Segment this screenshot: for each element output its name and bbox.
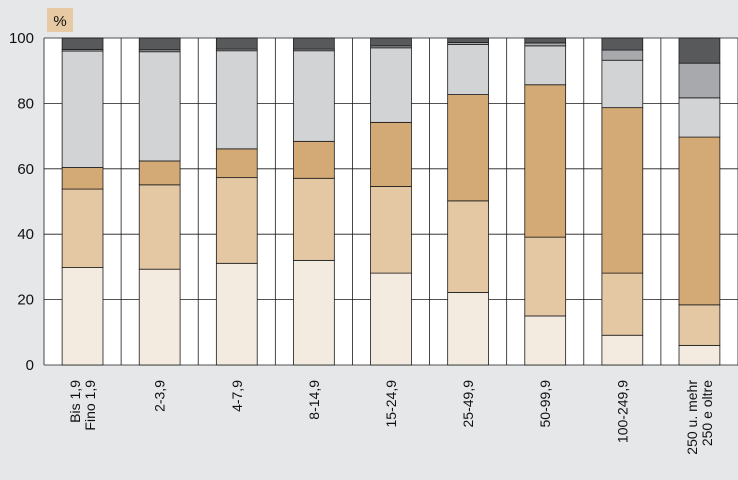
bars (61, 37, 721, 366)
bar-segment (61, 188, 104, 268)
bar-segment (447, 200, 489, 293)
bar-segment (601, 272, 644, 336)
bar-segment (524, 45, 567, 86)
unit-label: % (53, 13, 66, 30)
y-tick-label: 60 (17, 161, 34, 178)
y-tick-label: 100 (9, 30, 34, 47)
bar-stack (293, 37, 335, 366)
x-axis: Bis 1,9Fino 1,9 2-3,9 4-7,9 8-14,9 15-24,9 25… (67, 380, 715, 455)
bar-segment (678, 37, 721, 64)
bar-stack (61, 37, 104, 366)
bar-segment (215, 262, 258, 366)
bar-segment (524, 315, 567, 366)
x-tick-label: 25-49,9 (460, 380, 476, 428)
x-tick-label: 100-249,9 (614, 380, 630, 443)
unit-badge-background (47, 8, 73, 32)
bar-segment (678, 304, 721, 346)
y-tick-label: 40 (17, 226, 34, 243)
y-tick-label: 80 (17, 95, 34, 112)
bar-segment (370, 47, 412, 123)
bar-segment (138, 268, 181, 366)
bar-segment (601, 37, 644, 51)
x-tick-label-line: 8-14,9 (306, 380, 322, 420)
x-tick-label-line: 250 u. mehr (684, 380, 700, 455)
y-axis: 0 20 40 60 80 100 (9, 30, 34, 374)
bar-segment (678, 97, 721, 138)
bar-segment (524, 84, 567, 238)
x-tick-label-line: Fino 1,9 (82, 380, 98, 431)
bar-segment (138, 37, 181, 51)
bar-segment (524, 42, 567, 47)
bar-stack (370, 37, 412, 366)
x-tick-label-line: 100-249,9 (614, 380, 630, 443)
bar-segment (215, 177, 258, 264)
unit-badge: % (47, 8, 73, 32)
bar-segment (447, 292, 489, 366)
bar-segment (601, 59, 644, 109)
bar-segment (61, 50, 104, 168)
x-tick-label: 50-99,9 (537, 380, 553, 428)
x-tick-label: 15-24,9 (383, 380, 399, 428)
bar-segment (138, 160, 181, 186)
bar-segment (447, 37, 489, 43)
x-tick-label-line: 250 e oltre (699, 380, 715, 446)
x-tick-label-line: 25-49,9 (460, 380, 476, 428)
bar-segment (215, 37, 258, 50)
bar-segment (215, 50, 258, 150)
bar-segment (678, 136, 721, 306)
x-tick-label-line: 4-7,9 (229, 380, 245, 412)
bar-segment (601, 107, 644, 274)
x-tick-label: 250 u. mehr250 e oltre (684, 380, 715, 455)
y-tick-label: 0 (26, 357, 34, 374)
bar-segment (370, 186, 412, 274)
x-tick-label: 8-14,9 (306, 380, 322, 420)
bar-segment (293, 140, 335, 179)
bar-stack (447, 37, 489, 366)
x-tick-label-line: 15-24,9 (383, 380, 399, 428)
bar-stack (678, 37, 721, 366)
bar-segment (370, 272, 412, 366)
bar-segment (138, 51, 181, 162)
bar-segment (61, 37, 104, 50)
x-tick-label-line: 50-99,9 (537, 380, 553, 428)
bar-segment (524, 236, 567, 317)
x-tick-label: 4-7,9 (229, 380, 245, 412)
bar-segment (601, 334, 644, 366)
bar-segment (61, 167, 104, 190)
bar-segment (138, 184, 181, 270)
bar-stack (138, 37, 181, 366)
bar-segment (293, 177, 335, 261)
x-tick-label-line: 2-3,9 (152, 380, 168, 412)
bar-segment (61, 267, 104, 366)
bar-segment (370, 121, 412, 187)
y-tick-label: 20 (17, 292, 34, 309)
bar-segment (524, 37, 567, 44)
bar-segment (293, 259, 335, 366)
bar-segment (447, 44, 489, 95)
bar-segment (215, 148, 258, 179)
bar-segment (601, 49, 644, 61)
x-tick-label: Bis 1,9Fino 1,9 (67, 380, 98, 431)
bar-stack (601, 37, 644, 366)
bar-stack (215, 37, 258, 366)
bar-segment (293, 50, 335, 142)
x-tick-label: 2-3,9 (152, 380, 168, 412)
bar-segment (370, 37, 412, 47)
x-tick-label-line: Bis 1,9 (67, 380, 83, 423)
bar-segment (447, 94, 489, 202)
bar-segment (678, 62, 721, 99)
category-separators (43, 38, 738, 365)
bar-segment (293, 37, 335, 50)
bar-stack (524, 37, 567, 366)
bar-segment (678, 344, 721, 366)
